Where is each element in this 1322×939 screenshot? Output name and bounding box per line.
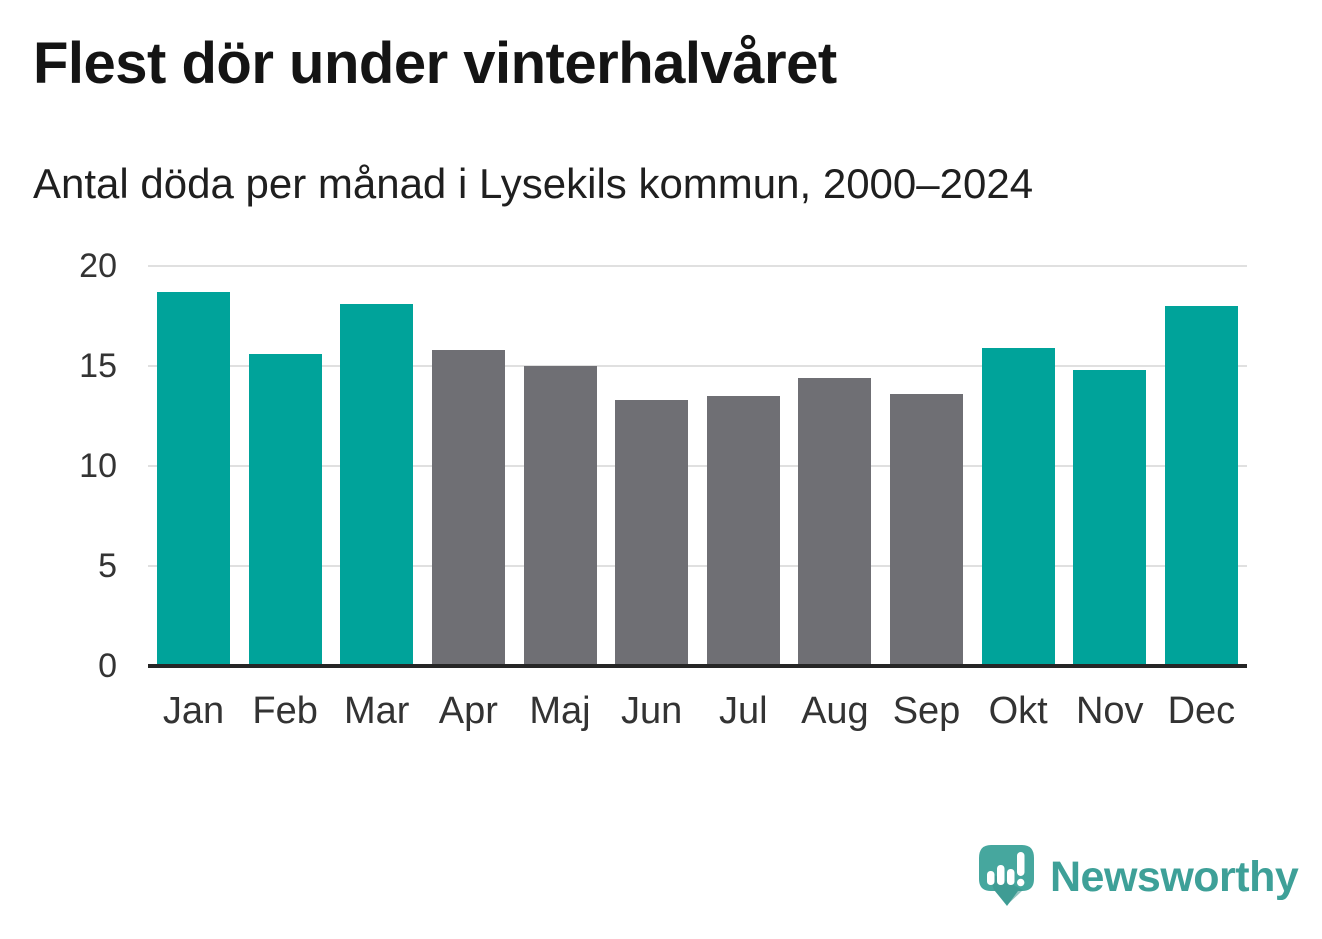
bar-jul — [706, 396, 780, 666]
x-axis-label-jun: Jun — [620, 690, 683, 732]
y-axis-tick-label-10: 10 — [79, 447, 117, 485]
bar-jan — [157, 292, 230, 666]
y-axis: 0 5 10 15 20 — [0, 249, 130, 683]
x-axis-label-jul: Jul — [718, 690, 768, 732]
x-axis-label-nov: Nov — [1075, 690, 1144, 732]
gridline-y-5 — [148, 565, 1247, 567]
y-axis-tick-label-15: 15 — [79, 347, 117, 385]
x-axis-label-okt: Okt — [988, 690, 1048, 732]
bar-aug — [798, 378, 872, 666]
newsworthy-logo-icon — [979, 845, 1034, 906]
x-axis-line — [148, 664, 1247, 668]
y-axis-tick-label-20: 20 — [79, 247, 117, 285]
gridline-y-10 — [148, 465, 1247, 467]
bar-dec — [1164, 306, 1238, 666]
bar-nov — [1073, 370, 1147, 666]
bar-feb — [248, 354, 322, 666]
gridline-y-15 — [148, 365, 1247, 367]
bar-jun — [615, 400, 689, 666]
x-axis-label-mar: Mar — [344, 690, 410, 732]
newsworthy-logo-text: Newsworthy — [1050, 852, 1299, 901]
branding: Newsworthy — [978, 844, 1299, 910]
bar-maj — [523, 366, 597, 666]
x-axis: Jan Feb Mar Apr Maj Jun Jul Aug Sep Okt Nov Dec — [148, 690, 1247, 733]
y-axis-tick-label-0: 0 — [98, 647, 117, 685]
bar-mar — [340, 304, 414, 666]
x-axis-label-jan: Jan — [162, 690, 225, 732]
plot-area — [148, 265, 1247, 668]
y-axis-tick-label-5: 5 — [98, 547, 117, 585]
bar-sep — [890, 394, 963, 666]
bar-okt — [981, 348, 1055, 666]
x-axis-label-aug: Aug — [801, 690, 869, 732]
gridline-y-20 — [148, 265, 1247, 267]
chart-subtitle: Antal döda per månad i Lysekils kommun, … — [33, 160, 1034, 207]
x-axis-label-feb: Feb — [252, 690, 318, 732]
bar-series — [148, 266, 1247, 666]
x-axis-label-apr: Apr — [438, 690, 498, 732]
bar-apr — [431, 350, 505, 666]
x-axis-label-sep: Sep — [892, 690, 961, 732]
x-axis-label-maj: Maj — [529, 690, 591, 732]
chart-title: Flest dör under vinterhalvåret — [33, 31, 837, 96]
x-axis-label-dec: Dec — [1167, 690, 1236, 732]
